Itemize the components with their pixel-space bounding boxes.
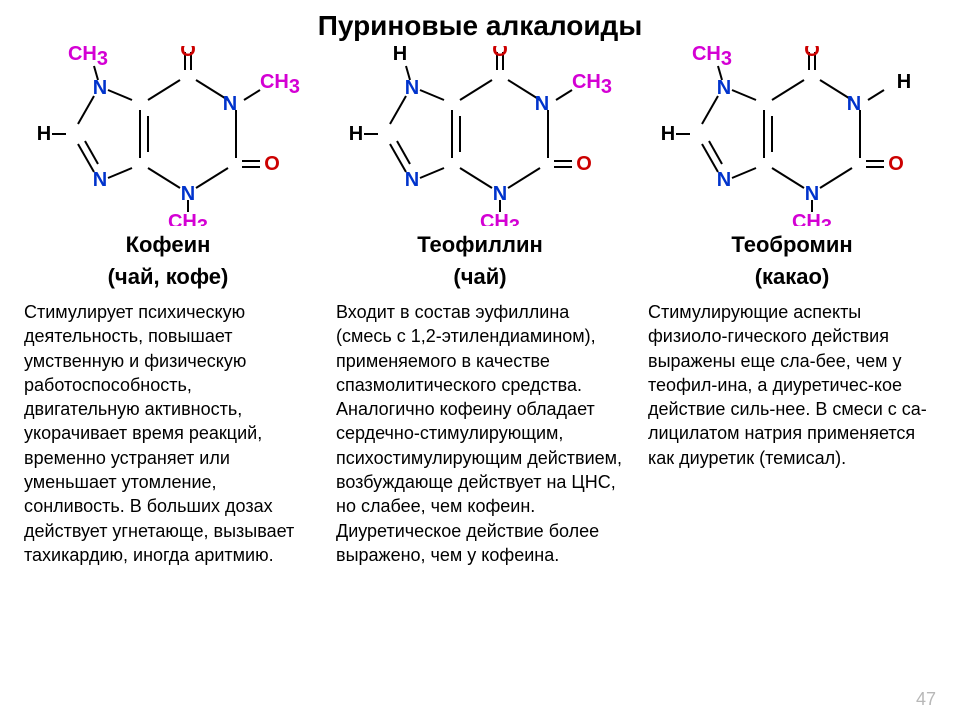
svg-text:N: N [493, 183, 507, 205]
svg-text:H: H [661, 123, 675, 145]
structure-theobromine: N N N N O O H CH3 H CH3 [652, 46, 932, 226]
svg-text:N: N [93, 169, 107, 191]
svg-text:CH3: CH3 [480, 211, 520, 226]
svg-text:CH3: CH3 [572, 71, 612, 98]
page-number: 47 [916, 689, 936, 710]
svg-text:N: N [847, 93, 861, 115]
svg-text:H: H [393, 46, 407, 65]
svg-text:O: O [576, 153, 592, 175]
svg-text:N: N [535, 93, 549, 115]
compound-name: Кофеин [126, 232, 211, 258]
compound-caffeine: N N N N O O H CH3 CH3 CH3 Кофеин (чай, к… [18, 46, 318, 567]
svg-text:O: O [264, 153, 280, 175]
svg-text:N: N [93, 77, 107, 99]
svg-text:N: N [805, 183, 819, 205]
compound-source: (чай, кофе) [108, 264, 229, 290]
svg-text:O: O [888, 153, 904, 175]
svg-text:CH3: CH3 [692, 46, 732, 70]
svg-text:O: O [804, 46, 820, 61]
compound-source: (какао) [755, 264, 830, 290]
compound-description: Стимулирует психическую деятельность, по… [18, 300, 318, 567]
structure-caffeine: N N N N O O H CH3 CH3 CH3 [28, 46, 308, 226]
compound-name: Теобромин [731, 232, 852, 258]
svg-text:N: N [181, 183, 195, 205]
svg-text:O: O [492, 46, 508, 61]
structure-theophylline: N N N N O O H H CH3 CH3 [340, 46, 620, 226]
compound-description: Стимулирующие аспекты физиоло-гического … [642, 300, 942, 470]
compounds-row: N N N N O O H CH3 CH3 CH3 Кофеин (чай, к… [0, 46, 960, 567]
svg-text:CH3: CH3 [168, 211, 208, 226]
svg-text:N: N [717, 77, 731, 99]
compound-description: Входит в состав эуфиллина (смесь с 1,2-э… [330, 300, 630, 567]
compound-theophylline: N N N N O O H H CH3 CH3 Теофиллин (чай) … [330, 46, 630, 567]
svg-text:N: N [223, 93, 237, 115]
svg-text:N: N [405, 77, 419, 99]
svg-text:H: H [349, 123, 363, 145]
compound-theobromine: N N N N O O H CH3 H CH3 Теобромин (какао… [642, 46, 942, 567]
svg-text:N: N [405, 169, 419, 191]
compound-name: Теофиллин [417, 232, 543, 258]
svg-text:H: H [37, 123, 51, 145]
svg-text:O: O [180, 46, 196, 61]
svg-text:H: H [897, 71, 911, 93]
svg-text:CH3: CH3 [260, 71, 300, 98]
svg-text:CH3: CH3 [68, 46, 108, 70]
compound-source: (чай) [453, 264, 506, 290]
svg-text:CH3: CH3 [792, 211, 832, 226]
svg-text:N: N [717, 169, 731, 191]
page-title: Пуриновые алкалоиды [0, 0, 960, 46]
